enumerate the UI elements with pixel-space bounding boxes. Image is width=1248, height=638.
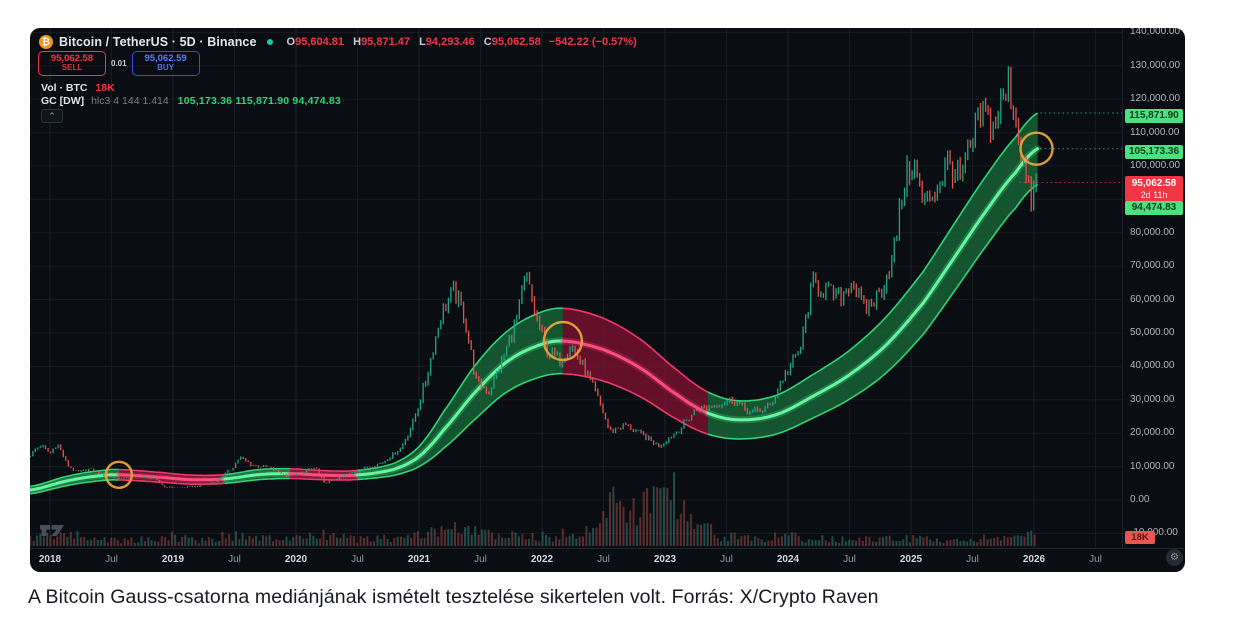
price-projection-lines <box>1019 112 1122 183</box>
price-tick-label: 20,000.00 <box>1130 427 1175 438</box>
time-tick-label: Jul <box>351 554 364 565</box>
time-tick-label: Jul <box>228 554 241 565</box>
volume-label[interactable]: Vol · BTC <box>41 82 88 94</box>
time-tick-label: 2020 <box>284 554 308 565</box>
price-tick-label: 70,000.00 <box>1130 260 1175 271</box>
price-tick-label: 50,000.00 <box>1130 327 1175 338</box>
ohlc-values: O95,604.81 H95,871.47 L94,293.46 C95,062… <box>281 36 637 48</box>
volume-value: 18K <box>95 82 115 94</box>
indicator-params: hlc3 4 144 1.414 <box>91 95 169 107</box>
spread-value: 0.01 <box>111 59 127 68</box>
open-label: O <box>286 36 296 48</box>
indicator-values: 105,173.36 115,871.90 94,474.83 <box>177 95 341 107</box>
time-tick-label: Jul <box>966 554 979 565</box>
time-tick-label: Jul <box>105 554 118 565</box>
caption-text: A Bitcoin Gauss-csatorna mediánjának ism… <box>28 586 879 608</box>
gaussian-channel-row: GC [DW] hlc3 4 144 1.414 105,173.36 115,… <box>41 95 341 107</box>
median-test-markers <box>104 131 1054 489</box>
sell-button[interactable]: 95,062.58 SELL <box>38 51 106 76</box>
high-label: H <box>353 36 362 48</box>
time-tick-label: 2026 <box>1022 554 1046 565</box>
low-value: 94,293.46 <box>425 36 475 48</box>
price-tick-label: 40,000.00 <box>1130 360 1175 371</box>
median-test-circle <box>542 320 584 362</box>
price-level-badge: 115,871.90 <box>1125 109 1183 123</box>
time-tick-label: 2024 <box>776 554 800 565</box>
time-tick-label: 2023 <box>653 554 677 565</box>
trade-buttons: 95,062.58 SELL 0.01 95,062.59 BUY <box>38 51 200 76</box>
gaussian-channel-band <box>30 112 1042 495</box>
change-value: −542.22 (−0.57%) <box>548 36 637 48</box>
market-status-icon <box>266 39 273 45</box>
sell-label: SELL <box>61 63 83 73</box>
price-level-badge: 18K <box>1125 531 1155 544</box>
price-tick-label: 120,000.00 <box>1130 93 1181 104</box>
price-tick-label: 140,000.00 <box>1130 28 1181 37</box>
scale-settings-gear-icon[interactable]: ⚙ <box>1166 549 1183 566</box>
time-tick-label: Jul <box>1089 554 1102 565</box>
time-tick-label: Jul <box>597 554 610 565</box>
price-tick-label: 110,000.00 <box>1130 127 1180 138</box>
volume-bars <box>30 472 1036 546</box>
price-tick-label: 0.00 <box>1130 494 1150 505</box>
time-tick-label: 2019 <box>161 554 185 565</box>
price-tick-label: 80,000.00 <box>1130 227 1175 238</box>
price-level-badge: 105,173.36 <box>1125 145 1183 159</box>
time-tick-label: Jul <box>474 554 487 565</box>
time-tick-label: 2021 <box>407 554 431 565</box>
current-price-badge: 95,062.58 2d 11h <box>1125 176 1183 202</box>
close-value: 95,062.58 <box>491 36 541 48</box>
time-tick-label: Jul <box>843 554 856 565</box>
median-test-circle <box>1019 131 1054 166</box>
collapse-indicator-button[interactable]: ⌃ <box>41 109 63 123</box>
chart-plot-area[interactable] <box>30 28 1185 572</box>
close-label: C <box>483 36 492 48</box>
price-candles <box>30 66 1037 488</box>
price-tick-label: 100,000.00 <box>1130 160 1181 171</box>
time-axis[interactable]: 2018 Jul 2019 Jul 2020 Jul 2021 Jul 2022 Jul 2023 J… <box>30 548 1185 572</box>
price-level-badge: 94,474.83 <box>1125 201 1183 215</box>
price-axis[interactable]: 140,000.00 130,000.00 120,000.00 110,000.00… <box>1122 28 1185 548</box>
time-tick-label: Jul <box>720 554 733 565</box>
price-tick-label: 30,000.00 <box>1130 394 1175 405</box>
price-tick-label: 130,000.00 <box>1130 60 1181 71</box>
bitcoin-icon: ₿ <box>39 35 53 49</box>
buy-label: BUY <box>157 63 175 73</box>
sell-price: 95,062.58 <box>50 53 94 65</box>
low-label: L <box>419 36 426 48</box>
symbol-title[interactable]: Bitcoin / TetherUS · 5D · Binance <box>59 35 257 49</box>
time-tick-label: 2018 <box>38 554 62 565</box>
price-tick-label: 60,000.00 <box>1130 294 1175 305</box>
open-value: 95,604.81 <box>295 36 345 48</box>
symbol-row: ₿ Bitcoin / TetherUS · 5D · Binance O95,… <box>39 35 637 49</box>
buy-price: 95,062.59 <box>144 53 187 65</box>
volume-indicator-row: Vol · BTC 18K <box>41 82 115 94</box>
time-tick-label: 2025 <box>899 554 923 565</box>
buy-button[interactable]: 95,062.59 BUY <box>131 51 200 76</box>
indicator-name[interactable]: GC [DW] <box>41 95 85 107</box>
price-tick-label: 10,000.00 <box>1130 461 1175 472</box>
high-value: 95,871.47 <box>361 36 410 48</box>
tradingview-chart-card: ₿ Bitcoin / TetherUS · 5D · Binance O95,… <box>30 28 1185 572</box>
median-test-circle <box>104 460 134 489</box>
time-tick-label: 2022 <box>530 554 554 565</box>
